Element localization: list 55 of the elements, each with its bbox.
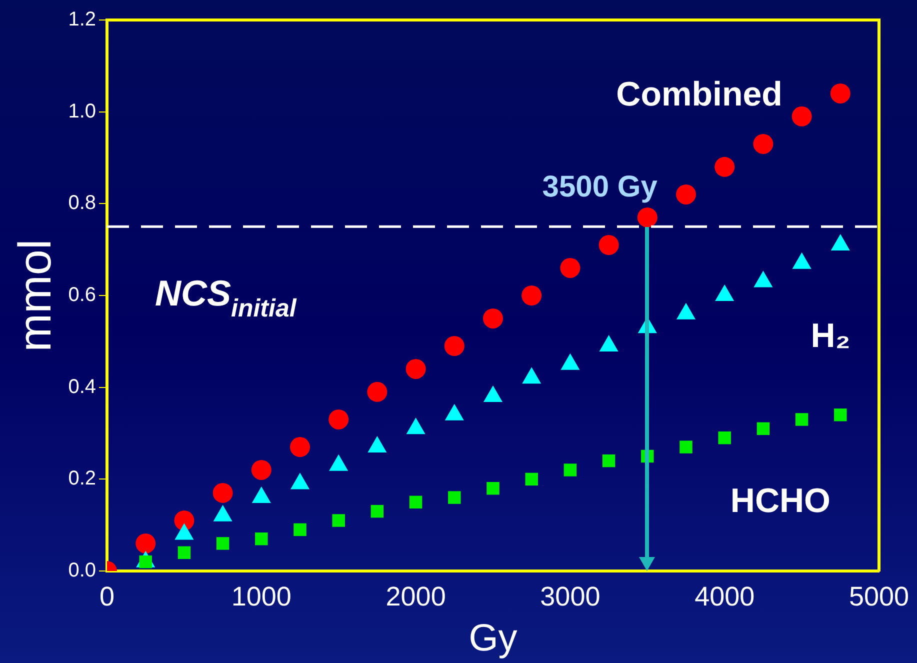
point [792,106,812,126]
point [834,408,847,422]
point [328,409,349,430]
x-tick-label: 1000 [231,582,292,612]
point [406,358,426,379]
point [294,523,306,536]
point [795,413,808,426]
x-tick-label: 0 [99,582,115,612]
point [255,532,268,546]
point [290,437,310,458]
point [753,134,774,154]
point [676,184,696,204]
point [830,83,850,104]
point [332,514,345,527]
series-label: H₂ [810,316,850,355]
point [564,464,577,476]
x-tick-label: 4000 [694,582,755,612]
point [212,482,233,503]
y-tick-label: 0.4 [68,376,96,398]
y-tick-label: 0.0 [68,560,96,582]
point [444,336,464,356]
point [448,491,461,504]
point [251,460,272,480]
point [718,431,731,444]
y-tick-label: 1.0 [68,100,96,122]
x-axis-title: Gy [468,618,518,660]
x-tick-label: 5000 [848,582,910,612]
point [178,546,191,559]
point [680,440,692,454]
x-tick-label: 3000 [540,582,600,612]
y-tick-label: 1.2 [68,8,96,31]
point [637,207,658,228]
point [216,537,230,550]
annotation: 3500 Gy [542,170,658,204]
point [136,533,156,554]
point [370,504,384,518]
series-label: Combined [616,75,782,114]
y-tick-label: 0.8 [68,192,96,214]
point [522,286,542,306]
point [714,156,735,177]
point [367,382,388,402]
point [486,482,500,495]
point [174,510,194,530]
point [409,496,422,508]
series-label: HCHO [730,482,831,520]
point [602,454,616,468]
y-tick-label: 0.6 [68,284,96,306]
point [756,422,770,436]
point [598,234,619,255]
x-tick-label: 2000 [386,582,446,612]
point [525,472,538,486]
point [483,308,503,328]
y-axis-title: mmol [8,239,60,352]
y-tick-label: 0.2 [68,468,96,490]
point [560,258,580,278]
